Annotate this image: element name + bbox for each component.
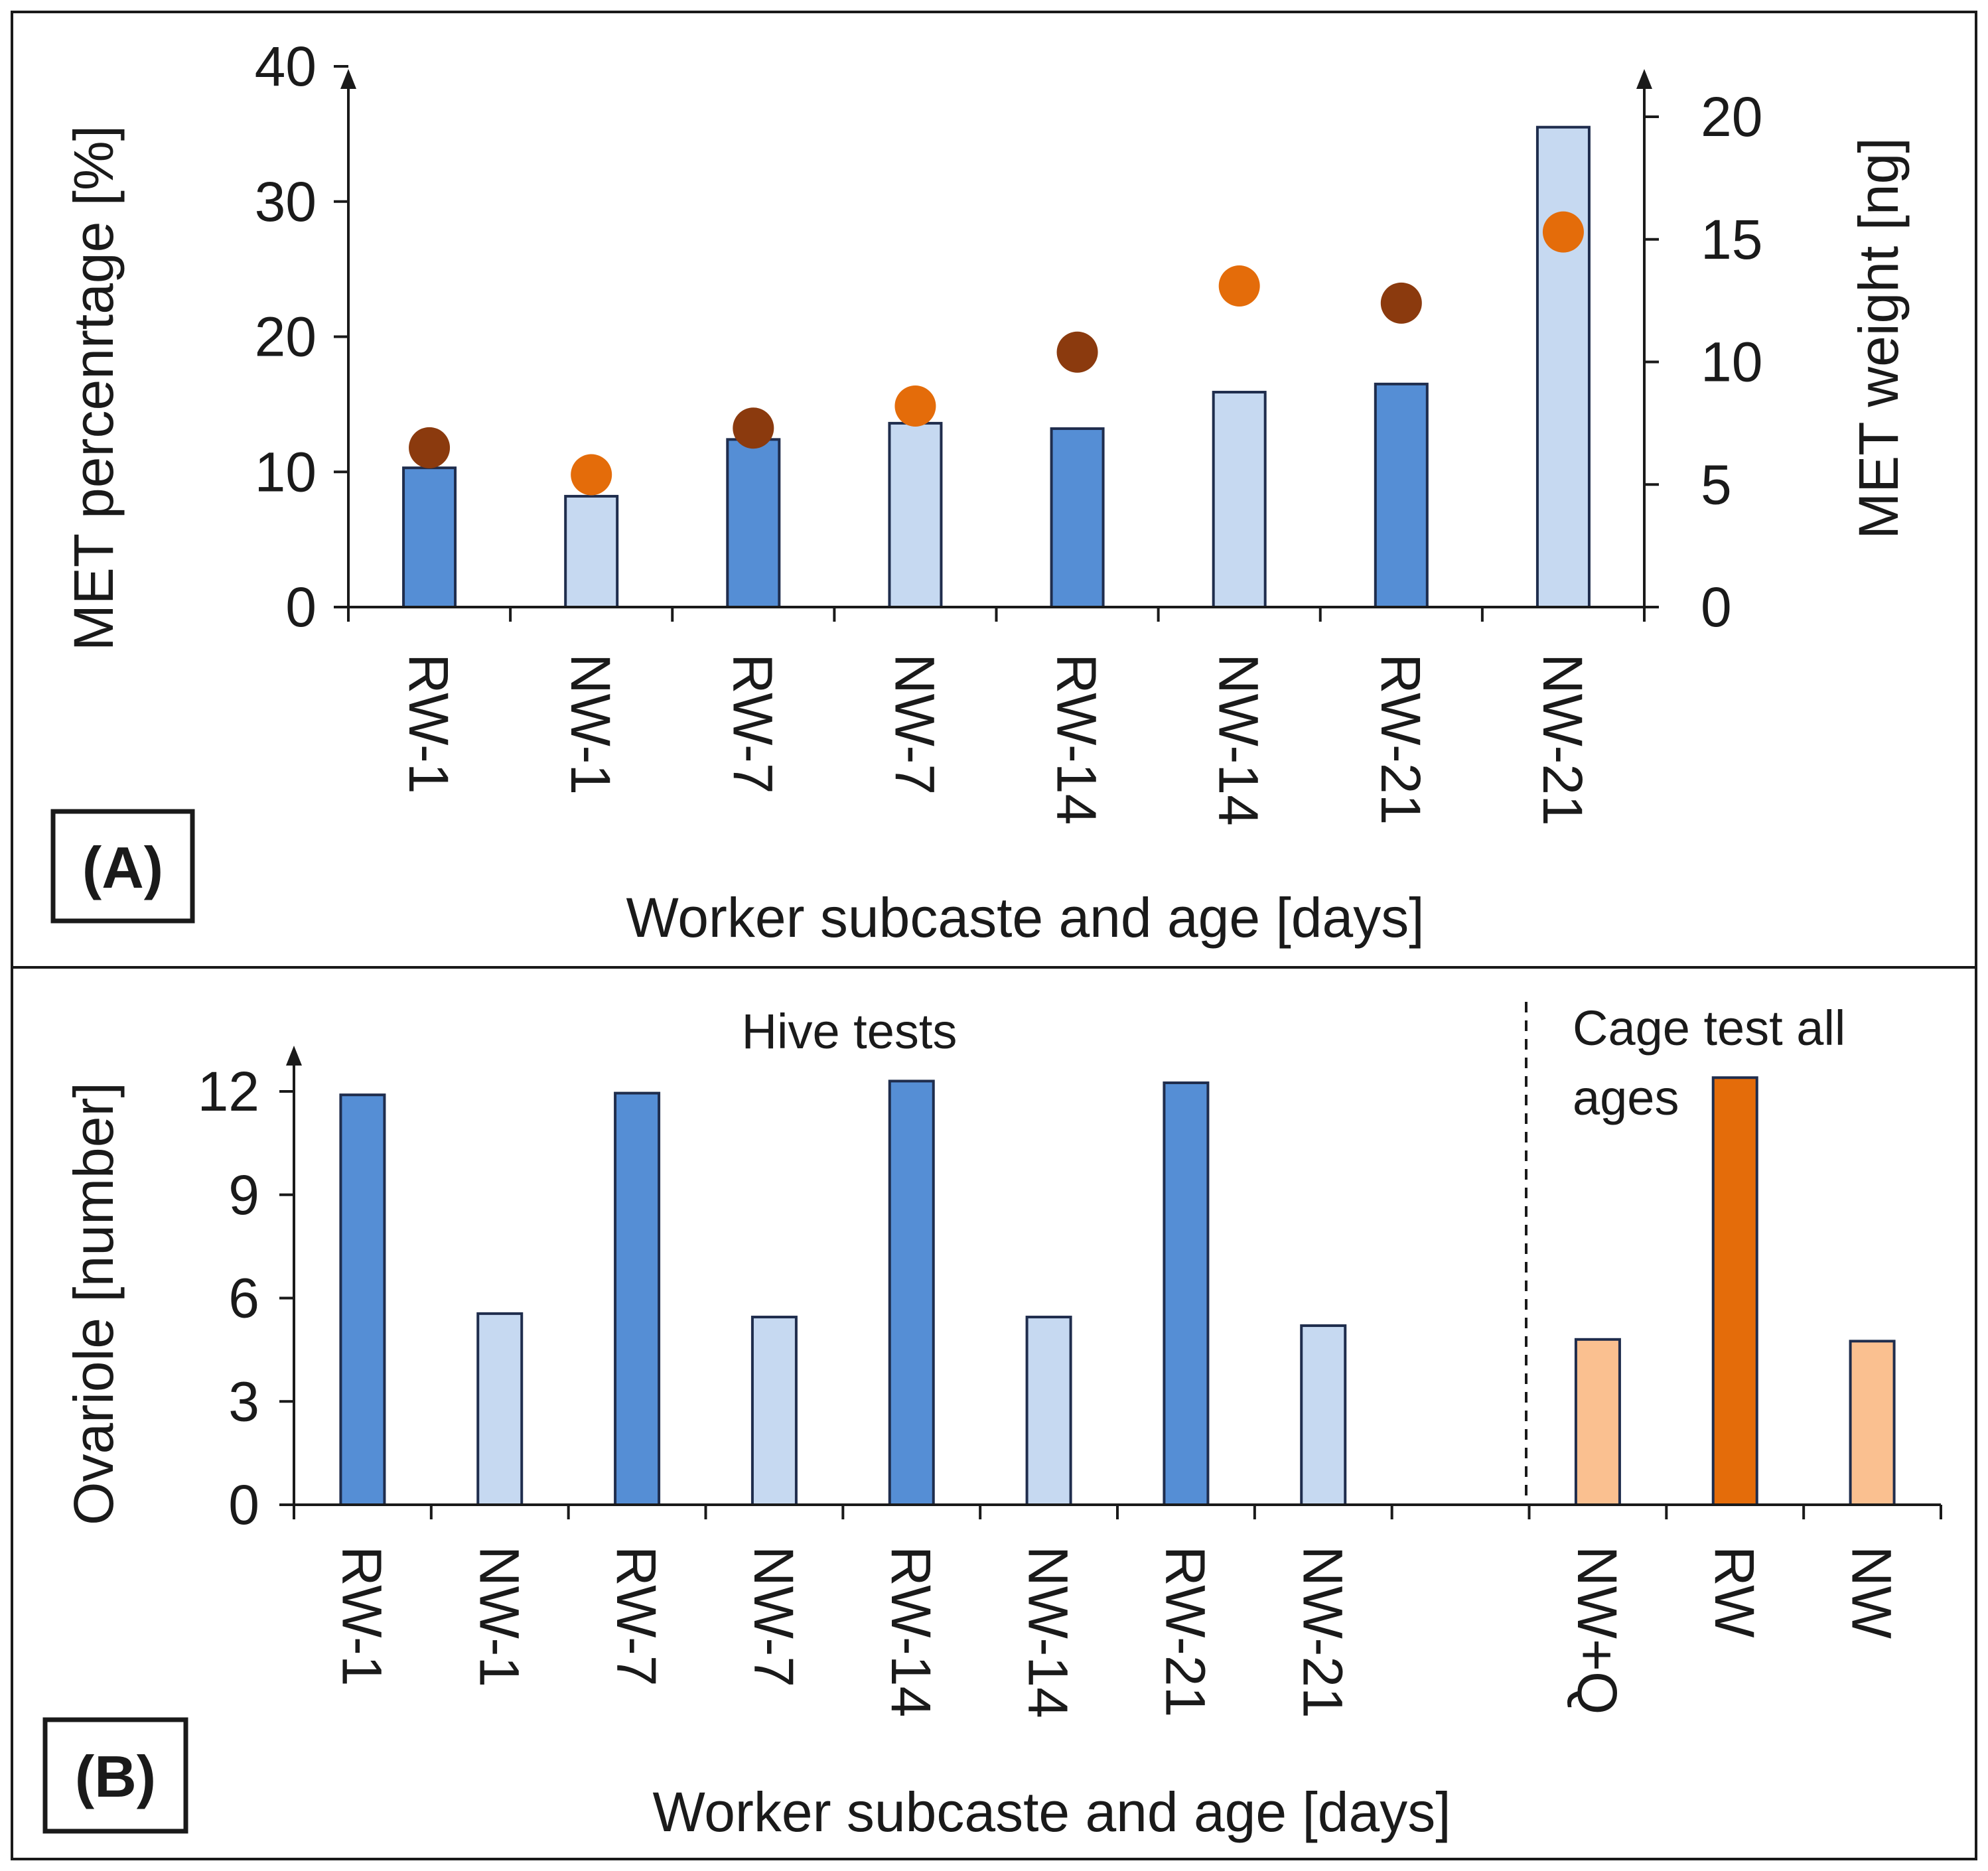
- panel-a-chart: 0 10 20 30 40 0 5 10 15 20 RW-1 NW-1 RW-7 NW-7 RW-14…: [50, 35, 1910, 949]
- panel-a-right-tick-labels: 0 5 10 15 20: [1701, 86, 1762, 638]
- xtick-a-rw-7: RW-7: [721, 654, 784, 794]
- panel-a-label-box: [50, 809, 195, 924]
- bar-a-nw-14: [1212, 391, 1267, 608]
- xtick-b-rw-21: RW-21: [1154, 1546, 1216, 1717]
- y2tick-a-10: 10: [1701, 331, 1762, 393]
- xtick-b-rw-7: RW-7: [605, 1546, 668, 1687]
- bar-a-nw-21: [1535, 125, 1591, 608]
- panel-b-group-label-cage: Cage test all ages: [1573, 1001, 1859, 1125]
- xtick-a-nw-7: NW-7: [883, 654, 946, 795]
- xtick-a-rw-1: RW-1: [397, 654, 460, 794]
- bar-a-nw-1: [564, 494, 619, 608]
- xtick-b-rw: RW: [1703, 1546, 1766, 1637]
- xtick-b-rw-14: RW-14: [880, 1546, 942, 1717]
- y2tick-a-15: 15: [1701, 208, 1762, 271]
- ytick-a-30: 30: [255, 171, 317, 233]
- ytick-b-9: 9: [228, 1164, 259, 1226]
- xtick-b-rw-1: RW-1: [330, 1546, 393, 1687]
- panel-a-points: [409, 211, 1584, 496]
- bar-b-nw-14: [1025, 1316, 1072, 1507]
- y2tick-a-5: 5: [1701, 453, 1732, 516]
- point-a-rw-14: [1056, 331, 1098, 373]
- bar-b-nw-q: [1574, 1338, 1621, 1507]
- bar-a-rw-7: [726, 438, 781, 608]
- point-a-nw-21: [1542, 211, 1584, 253]
- ytick-b-6: 6: [228, 1267, 259, 1330]
- panel-b-chart: 0 3 6 9 12 RW-1 NW-1 RW-7 NW-7 RW-14 NW-14 RW-21 NW…: [42, 1001, 1942, 1843]
- ytick-a-20: 20: [255, 306, 317, 368]
- ytick-a-40: 40: [255, 35, 317, 98]
- ytick-a-10: 10: [255, 441, 317, 503]
- bar-a-rw-21: [1374, 382, 1429, 608]
- ytick-b-0: 0: [228, 1474, 259, 1536]
- panel-a-y2label: MET weight [ng]: [1847, 137, 1910, 539]
- xtick-b-nw-14: NW-14: [1017, 1546, 1080, 1718]
- panel-b-label-box: [42, 1717, 188, 1834]
- xtick-b-nw-1: NW-1: [468, 1546, 530, 1687]
- panel-a-ylabel: MET percenrtage [%]: [62, 125, 125, 651]
- bar-b-nw-7: [750, 1316, 798, 1507]
- panel-a-xlabel: Worker subcaste and age [days]: [626, 886, 1424, 949]
- point-a-nw-7: [894, 385, 936, 427]
- y2tick-a-20: 20: [1701, 86, 1762, 148]
- panel-a-label: (A): [82, 835, 163, 900]
- xtick-a-nw-21: NW-21: [1531, 654, 1594, 826]
- panel-b-group-label-cage-line1: Cage test all: [1573, 1001, 1845, 1056]
- panel-a-left-tick-labels: 0 10 20 30 40: [255, 35, 317, 638]
- bar-b-rw-1: [339, 1093, 386, 1506]
- xtick-b-nw-21: NW-21: [1291, 1546, 1354, 1718]
- panel-b-ylabel: Ovariole [number]: [62, 1082, 125, 1525]
- bar-b-nw: [1849, 1340, 1896, 1507]
- bar-a-rw-1: [402, 466, 457, 609]
- bar-b-rw-21: [1163, 1081, 1210, 1507]
- bar-b-nw-1: [476, 1312, 524, 1507]
- ytick-b-3: 3: [228, 1370, 259, 1432]
- panel-b-bars: [339, 1076, 1896, 1507]
- xtick-a-nw-14: NW-14: [1208, 654, 1270, 826]
- xtick-a-nw-1: NW-1: [559, 654, 622, 795]
- panel-b-category-labels: RW-1 NW-1 RW-7 NW-7 RW-14 NW-14 RW-21 NW-21 NW+Q…: [330, 1546, 1902, 1718]
- xtick-a-rw-21: RW-21: [1370, 654, 1432, 825]
- xtick-a-rw-14: RW-14: [1046, 654, 1108, 825]
- y2tick-a-0: 0: [1701, 576, 1732, 638]
- panel-a-left-axis-arrow: [340, 69, 356, 89]
- point-a-rw-7: [733, 407, 774, 449]
- panel-a-right-axis-arrow: [1636, 69, 1652, 89]
- bar-a-nw-7: [888, 421, 943, 609]
- panel-a-axes: [334, 65, 1659, 622]
- panel-b-xlabel: Worker subcaste and age [days]: [652, 1781, 1451, 1843]
- panel-b-y-axis-arrow: [286, 1046, 302, 1066]
- panel-b-group-label-cage-line2: ages: [1573, 1070, 1679, 1125]
- bar-b-nw-21: [1300, 1324, 1347, 1506]
- ytick-b-12: 12: [198, 1060, 259, 1123]
- point-a-rw-21: [1380, 282, 1422, 324]
- panel-b-group-label-hive: Hive tests: [742, 1004, 958, 1059]
- xtick-b-nw-q: NW+Q: [1566, 1546, 1628, 1714]
- figure-frame: [11, 11, 1977, 1860]
- bar-b-rw-7: [614, 1091, 661, 1506]
- xtick-b-nw-7: NW-7: [743, 1546, 805, 1687]
- bar-a-rw-14: [1050, 427, 1105, 608]
- panel-b-label: (B): [75, 1744, 156, 1809]
- ytick-a-0: 0: [285, 576, 317, 638]
- point-a-nw-14: [1218, 265, 1260, 307]
- bar-b-rw: [1711, 1076, 1758, 1506]
- point-a-rw-1: [409, 427, 451, 468]
- point-a-nw-1: [571, 454, 612, 496]
- panel-b-axes: [279, 1046, 1942, 1519]
- panel-a-bars: [402, 125, 1591, 609]
- panel-a-category-labels: RW-1 NW-1 RW-7 NW-7 RW-14 NW-14 RW-21 NW-21: [397, 654, 1594, 826]
- panel-b-tick-labels: 0 3 6 9 12: [198, 1060, 259, 1536]
- bar-b-rw-14: [888, 1079, 935, 1507]
- xtick-b-nw: NW: [1841, 1546, 1903, 1639]
